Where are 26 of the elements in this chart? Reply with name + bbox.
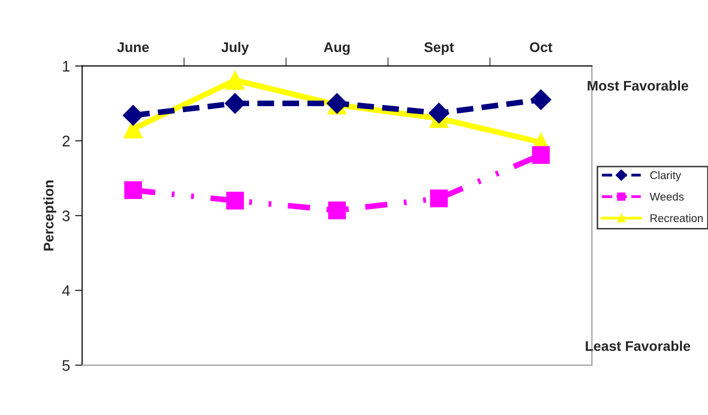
x-tick-label: June <box>117 42 149 52</box>
y-axis-title: Perception <box>43 180 56 251</box>
point <box>226 192 244 210</box>
legend-label: Clarity <box>650 170 682 182</box>
point <box>224 93 246 114</box>
y-tick-label: 2 <box>62 136 70 146</box>
point <box>124 181 142 200</box>
legend-label: Weeds <box>650 192 684 201</box>
x-tick-label: Aug <box>324 42 350 55</box>
x-tick-label: Oct <box>530 42 552 52</box>
x-tick-label: July <box>221 42 249 55</box>
point <box>226 70 245 90</box>
annotation: Most Favorable <box>588 80 688 91</box>
point <box>428 102 450 124</box>
y-tick-label: 5 <box>62 360 70 371</box>
annotation: Least Favorable <box>586 340 690 351</box>
x-tick-label: Sept <box>424 42 454 55</box>
legend-label: Recreation <box>650 214 703 222</box>
y-tick-label: 4 <box>62 285 70 296</box>
y-tick-label: 3 <box>62 210 70 222</box>
point <box>122 105 144 126</box>
point <box>530 89 552 110</box>
y-tick-label: 1 <box>62 61 70 72</box>
point <box>532 146 550 164</box>
point <box>430 190 448 208</box>
point <box>328 202 346 220</box>
